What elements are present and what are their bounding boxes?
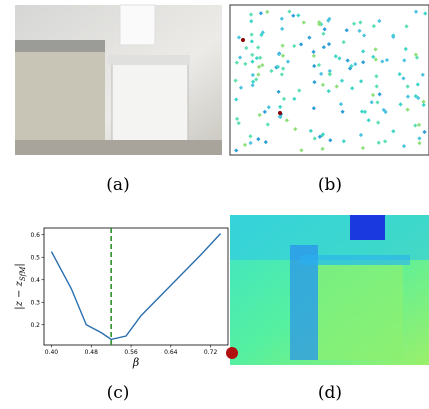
y-axis-label-part: SfM <box>19 266 27 281</box>
line-chart: 0.40 0.48 0.56 0.64 0.72 0.2 0.3 0.4 0.5 0.6 β |z −… <box>14 228 228 369</box>
y-axis-label-part: |z − z <box>14 280 25 309</box>
plot-frame <box>44 228 228 345</box>
x-axis-label: β <box>132 356 139 369</box>
x-tick-label: 0.72 <box>204 349 218 356</box>
y-axis-label: |z − zSfM| <box>14 263 27 310</box>
x-tick-label: 0.48 <box>85 349 99 356</box>
caption: (c) <box>107 383 130 403</box>
caption: (b) <box>318 175 342 195</box>
y-tick-label: 0.3 <box>30 299 40 306</box>
y-tick-label: 0.4 <box>30 277 40 284</box>
sparse-frame <box>230 5 429 155</box>
y-tick-label: 0.2 <box>30 322 40 329</box>
caption: (a) <box>106 175 129 195</box>
data-line <box>51 234 220 340</box>
page: 0.40 0.48 0.56 0.64 0.72 0.2 0.3 0.4 0.5 0.6 β |z −… <box>0 0 429 409</box>
y-axis-label-part: | <box>14 263 25 266</box>
sparse-point <box>241 38 245 42</box>
depth-map <box>226 215 429 365</box>
y-tick-label: 0.5 <box>30 254 40 261</box>
x-tick-label: 0.56 <box>124 349 138 356</box>
caption: (d) <box>318 383 342 403</box>
figure: 0.40 0.48 0.56 0.64 0.72 0.2 0.3 0.4 0.5 0.6 β |z −… <box>0 0 429 409</box>
photo <box>15 5 222 155</box>
y-tick-label: 0.6 <box>30 232 40 239</box>
x-tick-label: 0.40 <box>45 349 59 356</box>
x-tick-label: 0.64 <box>164 349 178 356</box>
sparse-point <box>278 111 282 115</box>
